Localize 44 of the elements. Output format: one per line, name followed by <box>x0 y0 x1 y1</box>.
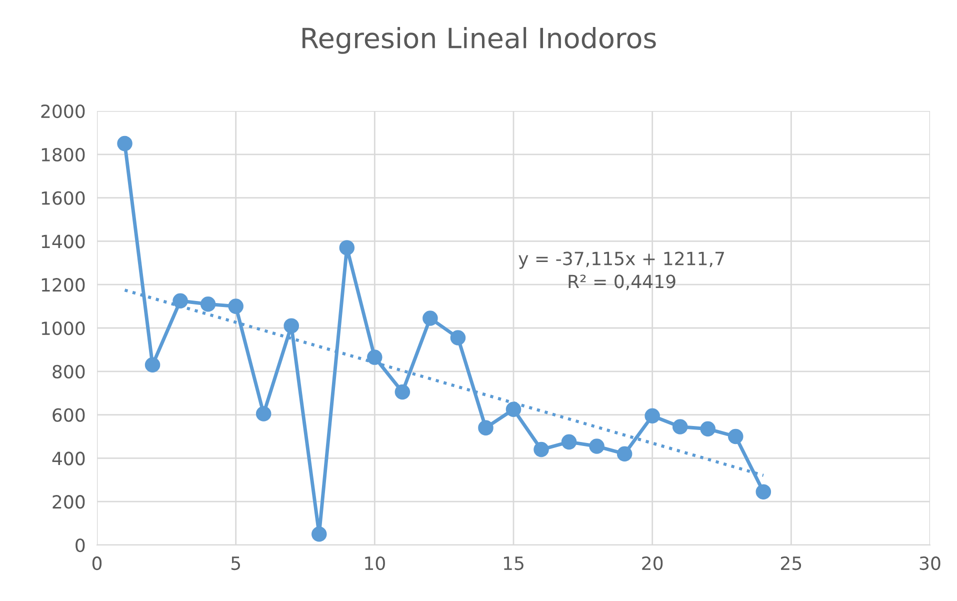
x-tick-label: 10 <box>365 556 385 570</box>
x-tick-label: 25 <box>781 556 802 570</box>
point <box>478 420 494 436</box>
point <box>339 240 355 256</box>
point <box>728 428 744 444</box>
point <box>672 419 688 434</box>
point <box>561 434 577 450</box>
point <box>450 330 466 346</box>
y-tick-label: 400 <box>52 452 85 466</box>
point <box>422 310 438 326</box>
point <box>117 136 132 152</box>
point <box>172 293 188 309</box>
point <box>506 402 522 418</box>
point <box>616 446 632 462</box>
y-tick-label: 2000 <box>41 104 85 118</box>
point <box>589 438 604 454</box>
y-tick-label: 1200 <box>42 278 85 292</box>
y-tick-label: 600 <box>52 408 85 422</box>
x-tick-label: 20 <box>642 556 663 570</box>
point <box>644 408 660 424</box>
annotation: y = -37,115x + 1211,7 R² = 0,4419 <box>518 252 724 290</box>
point <box>228 298 244 314</box>
x-tick-label: 30 <box>920 556 940 570</box>
point <box>534 442 549 458</box>
point <box>756 484 772 500</box>
point <box>284 318 300 334</box>
y-tick-label: 200 <box>52 495 85 509</box>
point <box>256 406 272 422</box>
point <box>200 296 216 312</box>
x-tick-label: 0 <box>92 556 102 570</box>
y-tick-label: 1800 <box>42 148 85 162</box>
x-tick-label: 5 <box>231 556 240 570</box>
point <box>367 350 382 365</box>
point <box>394 384 410 400</box>
point <box>311 526 327 542</box>
x-tick-label: 15 <box>504 556 524 570</box>
chart-title: Regresion Lineal Inodoros <box>302 27 656 54</box>
y-tick-label: 800 <box>52 364 85 379</box>
y-tick-label: 1600 <box>42 191 85 205</box>
y-tick-label: 1400 <box>42 234 85 248</box>
point <box>144 357 160 373</box>
point <box>700 421 716 437</box>
y-tick-label: 0 <box>76 538 85 552</box>
y-tick-label: 1000 <box>42 321 85 336</box>
